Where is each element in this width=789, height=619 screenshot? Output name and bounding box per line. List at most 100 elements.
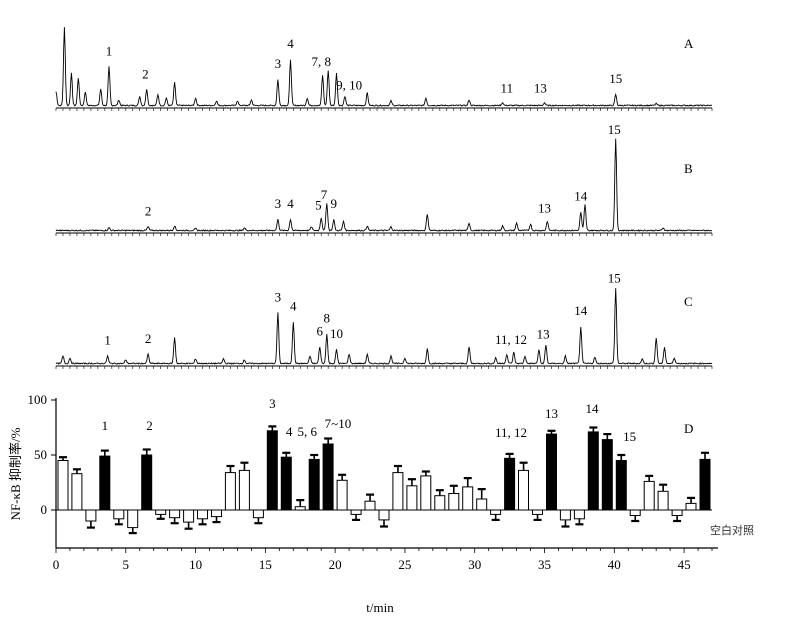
inactive-bar [57, 460, 69, 511]
bar-peak-label: 5, 6 [297, 424, 317, 439]
bar-peak-label: 13 [545, 406, 558, 421]
peak-label: 5 [315, 198, 322, 213]
x-axis-title: t/min [366, 600, 394, 615]
peak-label: 4 [287, 196, 294, 211]
trace-line [55, 27, 713, 107]
chromatogram-panel-a: A 1 2 34 7, 8 9, 10 11 13 15 [55, 27, 713, 111]
peak-label: 15 [608, 271, 621, 286]
inactive-bar [350, 509, 362, 515]
peak-label: 3 [275, 56, 282, 71]
peak-label: 11, 12 [495, 332, 527, 347]
active-bar [546, 433, 557, 511]
trace-line [55, 138, 713, 232]
peak-label: 7, 8 [311, 54, 331, 69]
inactive-bar [643, 480, 655, 511]
chromatogram-panel-b: B 2 3 4 75 9 13 14 15 [55, 122, 713, 236]
peak-label: 13 [537, 327, 550, 342]
inactive-bar [71, 473, 83, 511]
inactive-bar [294, 506, 306, 511]
inactive-bar [252, 509, 264, 519]
inactive-bar [197, 509, 208, 520]
active-bar [308, 458, 320, 511]
panel-label: B [684, 161, 693, 176]
panel-label: D [684, 421, 693, 436]
inactive-bar [169, 509, 181, 519]
peak-label: 4 [287, 36, 294, 51]
inactive-bar [420, 475, 432, 511]
y-tick-label: 100 [28, 392, 48, 407]
x-tick-label: 10 [189, 557, 202, 572]
inactive-bar [685, 502, 697, 511]
bar-peak-label: 4 [286, 424, 293, 439]
peak-label: 1 [104, 333, 111, 348]
panel-label: C [684, 294, 693, 309]
blank-control-label: 空白对照 [710, 523, 754, 537]
inactive-bar [532, 509, 543, 515]
peak-label: 13 [538, 200, 551, 215]
peak-label: 2 [145, 331, 152, 346]
bar-peak-label: 15 [623, 429, 636, 444]
x-tick-label: 30 [468, 557, 481, 572]
peak-label: 14 [574, 303, 588, 318]
x-tick-label: 15 [259, 557, 272, 572]
x-tick-label: 20 [329, 557, 342, 572]
active-bar [141, 454, 153, 511]
peak-label: 3 [275, 289, 282, 304]
peak-label: 10 [330, 326, 343, 341]
peak-label: 2 [142, 67, 149, 82]
inactive-bar [336, 479, 348, 511]
inactive-bar [559, 509, 571, 521]
bar-peak-label: 1 [102, 418, 109, 433]
inactive-bar [406, 485, 418, 511]
active-bar [601, 439, 613, 511]
x-tick-label: 45 [678, 557, 691, 572]
inactive-bar [671, 509, 683, 516]
inactive-bar [518, 469, 529, 511]
inactive-bar [629, 509, 641, 516]
y-tick-label: 0 [41, 502, 48, 517]
active-bar [280, 456, 292, 511]
bar-peak-label: 3 [269, 396, 276, 411]
x-tick-label: 25 [398, 557, 411, 572]
bioactivity-bar-panel: t/min NF-κB 抑制率/% 空白对照 100 50 0 0 5 10 15 20 25 3… [8, 392, 754, 615]
x-tick-label: 0 [53, 557, 60, 572]
peak-label: 9 [331, 196, 338, 211]
peak-label: 15 [609, 71, 622, 86]
inactive-bar [573, 509, 585, 520]
bar-peak-label: 14 [585, 401, 599, 416]
peak-label: 13 [534, 81, 547, 96]
inactive-bar [657, 490, 669, 511]
inactive-bar [113, 509, 125, 520]
peak-label: 3 [275, 196, 282, 211]
x-tick-label: 5 [123, 557, 130, 572]
inactive-bar [476, 498, 488, 511]
inactive-bar [364, 500, 376, 511]
inactive-bar [434, 495, 446, 511]
x-tick-label: 40 [608, 557, 621, 572]
y-axis-title: NF-κB 抑制率/% [8, 427, 23, 520]
peak-label: 15 [608, 122, 621, 137]
inactive-bar [85, 509, 97, 522]
trace-line [55, 288, 713, 365]
active-bar [504, 457, 516, 511]
inactive-bar [238, 469, 250, 511]
bar-peak-label: 2 [146, 418, 153, 433]
peak-label: 2 [145, 203, 152, 218]
bar-peak-label: 11, 12 [495, 425, 527, 440]
inactive-bar [155, 509, 167, 515]
peak-label: 7 [321, 187, 328, 202]
active-bar [587, 431, 599, 511]
inactive-bar [490, 509, 502, 515]
peak-label: 14 [574, 189, 588, 204]
active-bar [266, 430, 278, 511]
inactive-bar [211, 509, 222, 518]
peak-label: 1 [106, 43, 113, 58]
active-bar [699, 458, 711, 511]
peak-label: 9, 10 [336, 78, 362, 93]
peak-label: 11 [501, 81, 514, 96]
bar-peak-label: 7~10 [325, 416, 352, 431]
x-tick-label: 35 [538, 557, 551, 572]
inactive-bar [448, 493, 460, 511]
